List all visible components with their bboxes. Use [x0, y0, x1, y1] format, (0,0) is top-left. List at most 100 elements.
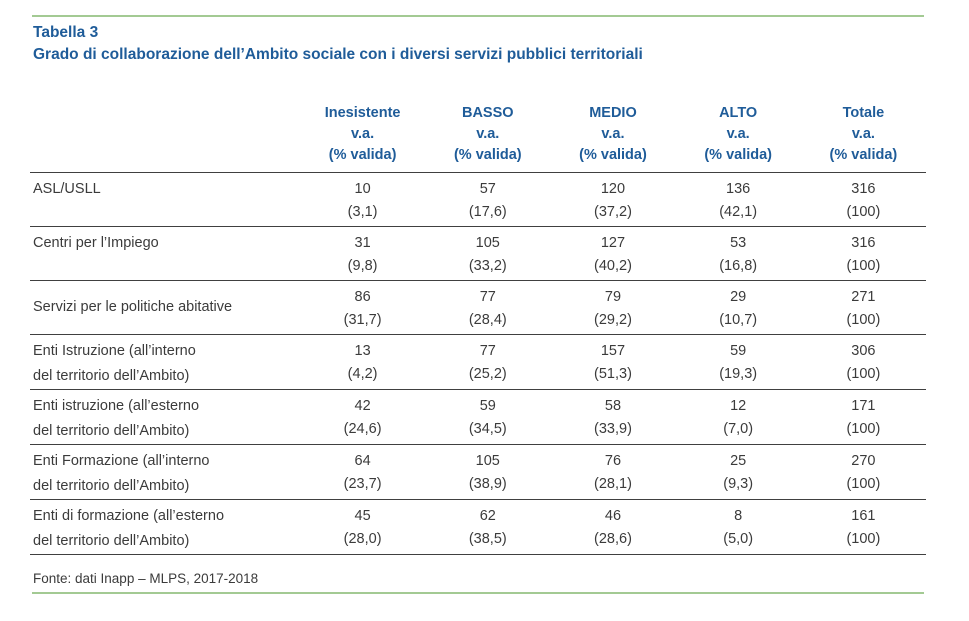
column-sub-va: v.a.: [476, 126, 500, 142]
value-percent: (23,7): [343, 476, 382, 492]
value-absolute: 64: [354, 453, 371, 469]
row-label: Centri per l’Impiego: [30, 226, 300, 281]
column-title: Totale: [842, 105, 885, 121]
row-label: ASL/USLL: [30, 172, 300, 227]
column-sub-va: v.a.: [851, 126, 875, 142]
value-cell: 105 (33,2): [425, 226, 551, 281]
table-row: ASL/USLL 10 (3,1) 57 (17,6) 120 (37,2) 136 (42,1…: [30, 172, 926, 227]
table-row: Servizi per le politiche abitative 86 (31,…: [30, 280, 926, 335]
value-percent: (9,8): [347, 258, 378, 274]
row-label-line: del territorio dell’Ambito): [33, 533, 190, 549]
row-label-line: del territorio dell’Ambito): [33, 423, 190, 439]
value-cell: 59 (19,3): [675, 334, 801, 390]
table-number: Tabella 3: [33, 24, 99, 41]
value-absolute: 76: [604, 453, 622, 469]
row-label-line: ASL/USLL: [33, 181, 101, 197]
value-percent: (38,9): [468, 476, 507, 492]
table-title: Grado di collaborazione dell’Ambito soci…: [33, 46, 643, 63]
value-cell: 62 (38,5): [425, 499, 551, 555]
table-row: Enti istruzione (all’esterno del territor…: [30, 389, 926, 445]
value-absolute: 8: [734, 508, 743, 524]
column-sub-pct: (% valida): [453, 147, 522, 163]
value-cell: 316 (100): [800, 172, 926, 227]
row-label-line: del territorio dell’Ambito): [33, 368, 190, 384]
column-sub-pct: (% valida): [579, 147, 647, 163]
value-percent: (7,0): [723, 421, 754, 437]
row-label-line: Enti Istruzione (all’interno: [33, 343, 196, 359]
value-percent: (28,1): [594, 476, 632, 492]
row-label: Enti istruzione (all’esterno del territor…: [30, 389, 300, 445]
top-divider: [32, 15, 924, 17]
value-cell: 58 (33,9): [550, 389, 676, 445]
row-label-line: Enti Formazione (all’interno: [33, 453, 210, 469]
value-absolute: 306: [851, 343, 876, 359]
value-percent: (16,8): [719, 258, 758, 274]
value-cell: 59 (34,5): [425, 389, 551, 445]
value-absolute: 31: [354, 235, 371, 251]
value-cell: 271 (100): [800, 280, 926, 335]
value-percent: (17,6): [468, 204, 507, 220]
value-cell: 42 (24,6): [300, 389, 426, 445]
value-percent: (4,2): [347, 366, 378, 382]
value-percent: (100): [846, 476, 881, 492]
value-percent: (100): [846, 421, 881, 437]
value-cell: 46 (28,6): [550, 499, 676, 555]
value-absolute: 59: [479, 398, 496, 414]
value-percent: (28,6): [594, 531, 632, 547]
value-cell: 10 (3,1): [300, 172, 426, 227]
value-absolute: 25: [730, 453, 747, 469]
value-cell: 316 (100): [800, 226, 926, 281]
column-title: BASSO: [461, 105, 514, 121]
column-sub-pct: (% valida): [328, 147, 397, 163]
value-cell: 13 (4,2): [300, 334, 426, 390]
value-percent: (33,9): [594, 421, 632, 437]
table-row: Enti Istruzione (all’interno del territor…: [30, 334, 926, 390]
value-absolute: 271: [851, 289, 876, 305]
value-cell: 105 (38,9): [425, 444, 551, 500]
value-absolute: 45: [354, 508, 371, 524]
column-header-basso: BASSO v.a. (% valida): [425, 103, 551, 173]
value-percent: (42,1): [719, 204, 758, 220]
value-cell: 136 (42,1): [675, 172, 801, 227]
value-cell: 86 (31,7): [300, 280, 426, 335]
bottom-divider: [32, 592, 924, 594]
table-row: Enti Formazione (all’interno del territor…: [30, 444, 926, 500]
value-absolute: 57: [479, 181, 496, 197]
value-cell: 57 (17,6): [425, 172, 551, 227]
column-sub-va: v.a.: [351, 126, 375, 142]
value-percent: (9,3): [723, 476, 754, 492]
value-percent: (33,2): [468, 258, 507, 274]
value-absolute: 10: [354, 181, 371, 197]
value-cell: 25 (9,3): [675, 444, 801, 500]
value-cell: 64 (23,7): [300, 444, 426, 500]
value-cell: 171 (100): [800, 389, 926, 445]
value-absolute: 42: [354, 398, 371, 414]
value-absolute: 316: [851, 181, 876, 197]
value-percent: (34,5): [468, 421, 507, 437]
value-percent: (25,2): [468, 366, 507, 382]
corner-cell: [30, 103, 300, 173]
value-cell: 31 (9,8): [300, 226, 426, 281]
row-label-line: Enti di formazione (all’esterno: [33, 508, 225, 524]
column-sub-pct: (% valida): [829, 147, 898, 163]
value-percent: (10,7): [719, 312, 758, 328]
value-percent: (51,3): [594, 366, 632, 382]
value-cell: 53 (16,8): [675, 226, 801, 281]
value-absolute: 46: [604, 508, 622, 524]
value-absolute: 53: [730, 235, 747, 251]
column-sub-va: v.a.: [726, 126, 750, 142]
value-absolute: 157: [600, 343, 626, 359]
row-label-line: Servizi per le politiche abitative: [33, 299, 233, 315]
column-header-alto: ALTO v.a. (% valida): [675, 103, 801, 173]
value-cell: 29 (10,7): [675, 280, 801, 335]
value-absolute: 12: [730, 398, 747, 414]
value-absolute: 62: [479, 508, 496, 524]
value-percent: (40,2): [594, 258, 632, 274]
source-note: Fonte: dati Inapp – MLPS, 2017-2018: [33, 571, 259, 586]
column-header-totale: Totale v.a. (% valida): [800, 103, 926, 173]
value-absolute: 29: [730, 289, 747, 305]
value-absolute: 270: [851, 453, 876, 469]
row-label: Servizi per le politiche abitative: [30, 280, 300, 335]
value-percent: (38,5): [468, 531, 507, 547]
